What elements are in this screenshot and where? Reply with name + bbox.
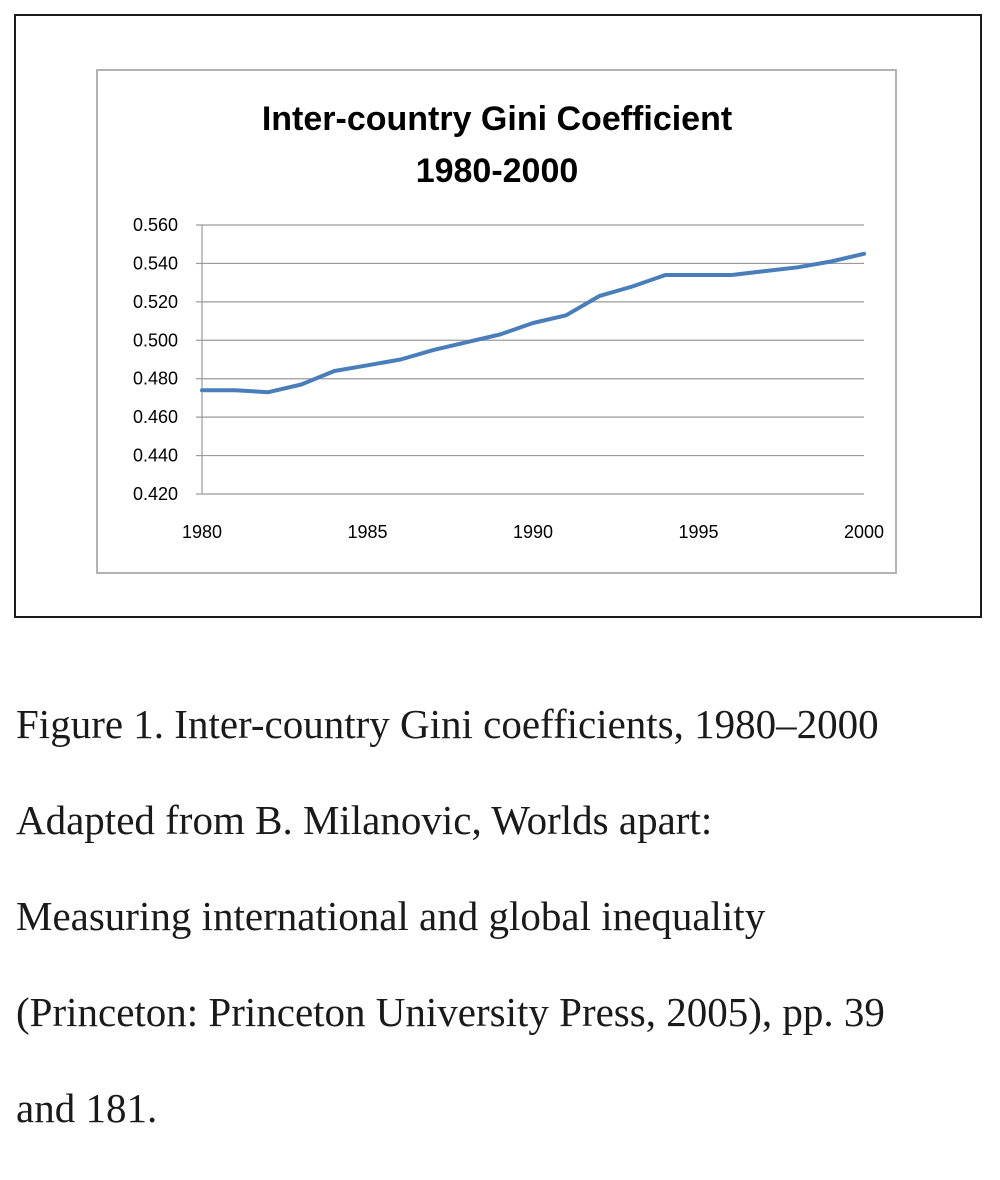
caption-line: Measuring international and global inequ… [16,892,986,940]
x-tick-label: 1995 [678,522,718,542]
y-tick-label: 0.520 [133,292,178,312]
chart-title-line-1: Inter-country Gini Coefficient [262,100,732,138]
x-tick-label: 1980 [182,522,222,542]
y-tick-label: 0.440 [133,446,178,466]
y-tick-label: 0.540 [133,253,178,273]
y-tick-label: 0.560 [133,215,178,235]
caption-line: (Princeton: Princeton University Press, … [16,988,986,1036]
x-tick-label: 2000 [844,522,884,542]
y-tick-label: 0.480 [133,369,178,389]
y-tick-label: 0.460 [133,407,178,427]
x-tick-label: 1990 [513,522,553,542]
caption-line: Adapted from B. Milanovic, Worlds apart: [16,796,986,844]
chart: Inter-country Gini Coefficient 1980-2000… [0,0,1000,640]
y-tick-label: 0.420 [133,484,178,504]
caption-line: and 181. [16,1084,986,1132]
y-tick-label: 0.500 [133,330,178,350]
chart-title-line-2: 1980-2000 [416,152,579,190]
chart-area [97,70,896,573]
figure-caption: Figure 1. Inter-country Gini coefficient… [16,652,986,1180]
caption-line: Figure 1. Inter-country Gini coefficient… [16,700,986,748]
x-tick-label: 1985 [347,522,387,542]
